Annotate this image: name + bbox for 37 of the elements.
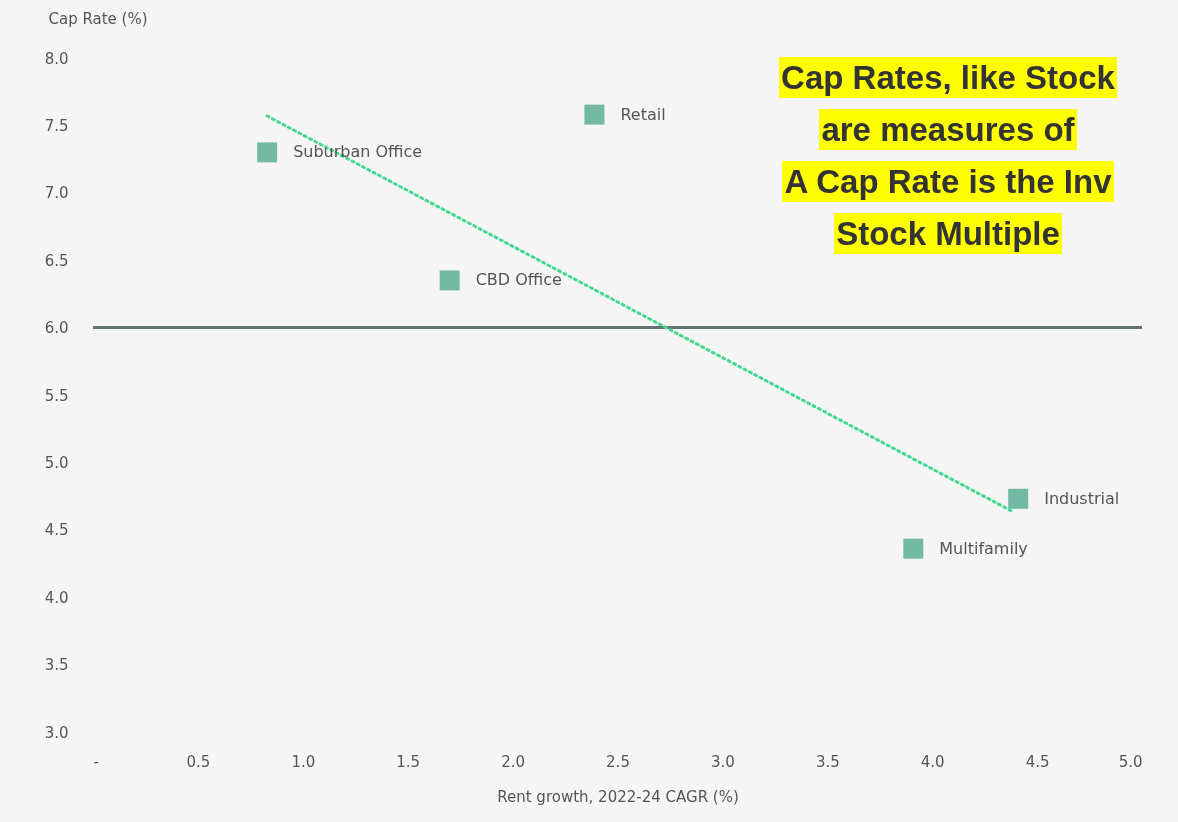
x-tick-label: 5.0 [1118,752,1143,771]
x-tick-label: - [93,752,99,771]
annotation: are measures of [819,109,1077,150]
point [439,270,460,291]
x-tick-label: 1.5 [396,752,421,771]
y-axis-title: Cap Rate (%) [48,9,148,28]
y-tick-label: 6.0 [44,319,69,338]
x-tick-label: 4.0 [920,752,945,771]
annotation: A Cap Rate is the Inv [782,161,1114,202]
annotation: Stock Multiple [834,213,1062,254]
y-tick-label: 5.0 [44,453,69,472]
point [1008,488,1029,509]
y-tick-label: 8.0 [44,49,69,68]
y-tick-label: 7.5 [44,116,69,135]
annotation: Retail [620,104,666,124]
annotation: Industrial [1044,488,1120,508]
x-tick-label: 2.0 [501,752,526,771]
x-tick-label: 4.5 [1025,752,1050,771]
annotation: Multifamily [939,538,1028,558]
annotation: Cap Rates, like Stock [779,57,1117,98]
y-tick-label: 5.5 [44,386,69,405]
y-tick-label: 4.0 [44,588,69,607]
y-tick-label: 7.0 [44,184,69,203]
x-axis-title: Rent growth, 2022-24 CAGR (%) [497,787,739,806]
point [257,142,278,163]
x-tick-label: 3.0 [710,752,735,771]
point [584,104,605,125]
x-tick-label: 3.5 [815,752,840,771]
x-tick-label: 2.5 [606,752,630,771]
x-tick-label: 1.0 [291,752,316,771]
y-tick-label: 4.5 [44,521,69,540]
y-tick-label: 3.5 [44,656,69,675]
x-tick-label: 0.5 [186,752,211,771]
point [903,538,924,559]
y-tick-label: 6.5 [44,251,69,270]
y-tick-label: 3.0 [44,723,69,742]
annotation: CBD Office [475,270,562,290]
